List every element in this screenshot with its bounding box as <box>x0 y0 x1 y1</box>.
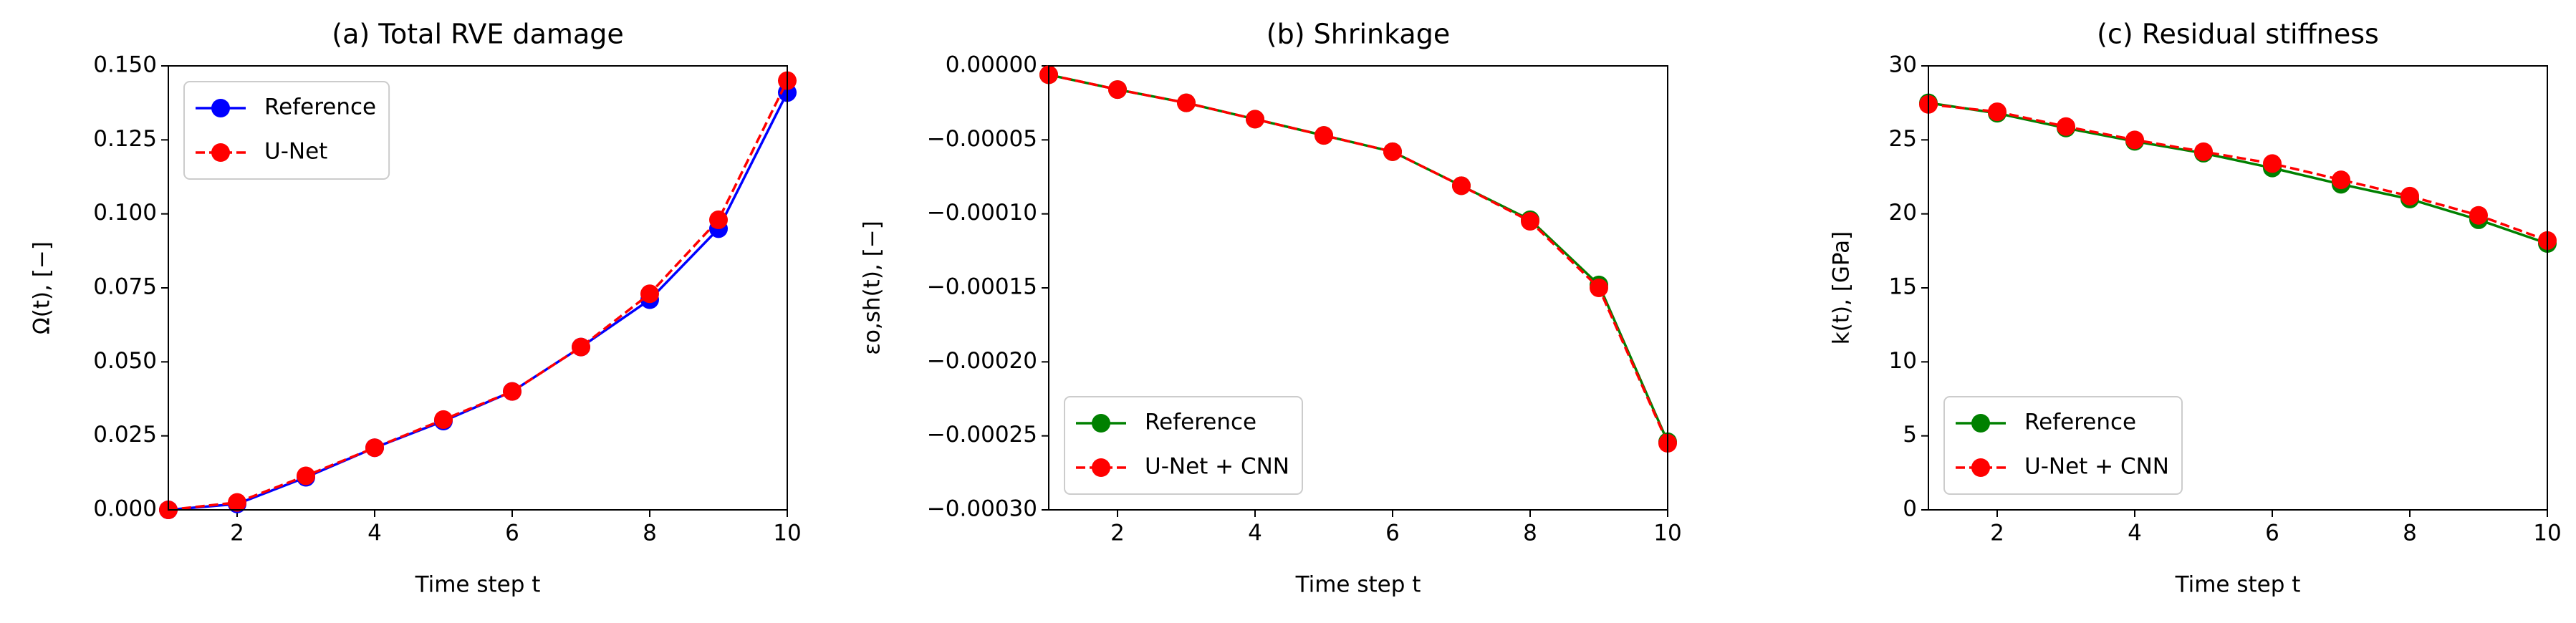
x-tick-label: 8 <box>643 521 657 546</box>
y-tick-label: 0.000 <box>93 496 157 522</box>
series-line <box>1048 73 1669 443</box>
data-point <box>228 493 246 512</box>
y-tick-label: −0.00005 <box>927 126 1037 152</box>
series-line <box>1928 101 2548 245</box>
data-point <box>2400 186 2419 206</box>
x-tick-label: 4 <box>367 521 382 546</box>
x-tick-label: 6 <box>505 521 519 546</box>
data-point <box>1452 176 1471 195</box>
y-axis-label: Ω(t), [−] <box>29 241 55 334</box>
y-tick-label: 5 <box>1903 422 1917 448</box>
data-point <box>1521 212 1539 231</box>
y-tick-label: −0.00030 <box>927 496 1037 522</box>
data-point <box>1177 93 1196 112</box>
x-tick-label: 4 <box>2128 521 2142 546</box>
data-point <box>709 210 728 229</box>
x-axis-label: Time step t <box>1295 572 1421 598</box>
x-tick-label: 6 <box>2265 521 2279 546</box>
y-tick-label: 0.025 <box>93 422 157 448</box>
x-tick-label: 10 <box>1653 521 1681 546</box>
x-tick-label: 8 <box>2403 521 2417 546</box>
y-tick-label: 15 <box>1889 274 1917 300</box>
x-tick-label: 2 <box>1110 521 1125 546</box>
x-tick-label: 2 <box>230 521 244 546</box>
data-point <box>2194 142 2213 161</box>
series-line <box>168 79 789 511</box>
legend-marker <box>211 143 230 162</box>
y-tick-label: −0.00010 <box>927 200 1037 226</box>
plot-frame <box>1048 65 1668 511</box>
subplot: (c) Residual stiffness 2 4 6 8 10 0 5 10 15 20 25 30… <box>1829 19 2562 598</box>
data-point <box>1246 110 1264 129</box>
legend-marker <box>1971 458 1990 477</box>
series-line <box>1048 73 1669 444</box>
y-tick-label: 0 <box>1903 496 1917 522</box>
legend-marker <box>1092 414 1110 433</box>
data-point <box>297 466 315 486</box>
x-tick-label: 6 <box>1385 521 1400 546</box>
y-axis-label: εo,sh(t), [−] <box>860 221 885 355</box>
x-tick-label: 10 <box>2533 521 2561 546</box>
legend-box <box>1943 396 2183 495</box>
data-point <box>2057 117 2075 136</box>
chart-title: (c) Residual stiffness <box>2097 19 2379 50</box>
subplot: (a) Total RVE damage 2 4 6 8 10 0.000 0.025 0.05… <box>29 19 802 598</box>
y-tick-label: 10 <box>1889 348 1917 374</box>
data-point <box>503 382 522 401</box>
y-tick-label: −0.00015 <box>927 274 1037 300</box>
legend-box <box>183 81 390 180</box>
y-tick-label: 0.075 <box>93 274 157 300</box>
y-tick-label: 20 <box>1889 200 1917 226</box>
legend-label: Reference <box>264 95 376 120</box>
x-axis-label: Time step t <box>2175 572 2301 598</box>
data-point <box>2469 206 2488 225</box>
legend-label: Reference <box>1145 410 1256 435</box>
y-tick-label: 0.125 <box>93 126 157 152</box>
y-tick-label: 0.00000 <box>946 52 1037 78</box>
subplot: (b) Shrinkage 2 4 6 8 10 −0.00030 −0.00025 −0.00… <box>860 19 1682 598</box>
plot-frame <box>1928 65 2548 511</box>
y-tick-label: 0.150 <box>93 52 157 78</box>
data-point <box>1383 142 1402 161</box>
data-point <box>2125 130 2144 150</box>
legend-marker <box>1092 458 1110 477</box>
legend-marker <box>211 99 230 117</box>
legend-label: U-Net <box>264 139 327 165</box>
y-axis-label: k(t), [GPa] <box>1829 231 1855 345</box>
data-point <box>2332 170 2350 190</box>
data-point <box>572 337 590 357</box>
legend-label: U-Net + CNN <box>2024 454 2169 480</box>
data-point <box>1590 279 1608 297</box>
y-tick-label: −0.00020 <box>927 348 1037 374</box>
data-point <box>434 410 453 429</box>
legend-box <box>1064 396 1303 495</box>
y-tick-label: 0.050 <box>93 348 157 374</box>
chart-title: (b) Shrinkage <box>1267 19 1450 50</box>
data-point <box>1315 126 1333 145</box>
x-tick-label: 2 <box>1990 521 2004 546</box>
legend-label: U-Net + CNN <box>1145 454 1289 480</box>
data-point <box>2263 154 2282 173</box>
legend-label: Reference <box>2024 410 2136 435</box>
data-point <box>365 438 384 458</box>
legend-marker <box>1971 414 1990 433</box>
y-tick-label: 0.100 <box>93 200 157 226</box>
data-point <box>1108 80 1127 100</box>
y-tick-label: 25 <box>1889 126 1917 152</box>
y-tick-label: 30 <box>1889 52 1917 78</box>
x-tick-label: 8 <box>1523 521 1537 546</box>
data-point <box>1988 102 2007 122</box>
data-point <box>640 284 659 304</box>
x-tick-label: 10 <box>773 521 801 546</box>
chart-title: (a) Total RVE damage <box>332 19 623 50</box>
plot-frame <box>168 65 788 511</box>
series-line <box>1928 102 2548 242</box>
x-axis-label: Time step t <box>415 572 541 598</box>
x-tick-label: 4 <box>1248 521 1262 546</box>
y-tick-label: −0.00025 <box>927 422 1037 448</box>
